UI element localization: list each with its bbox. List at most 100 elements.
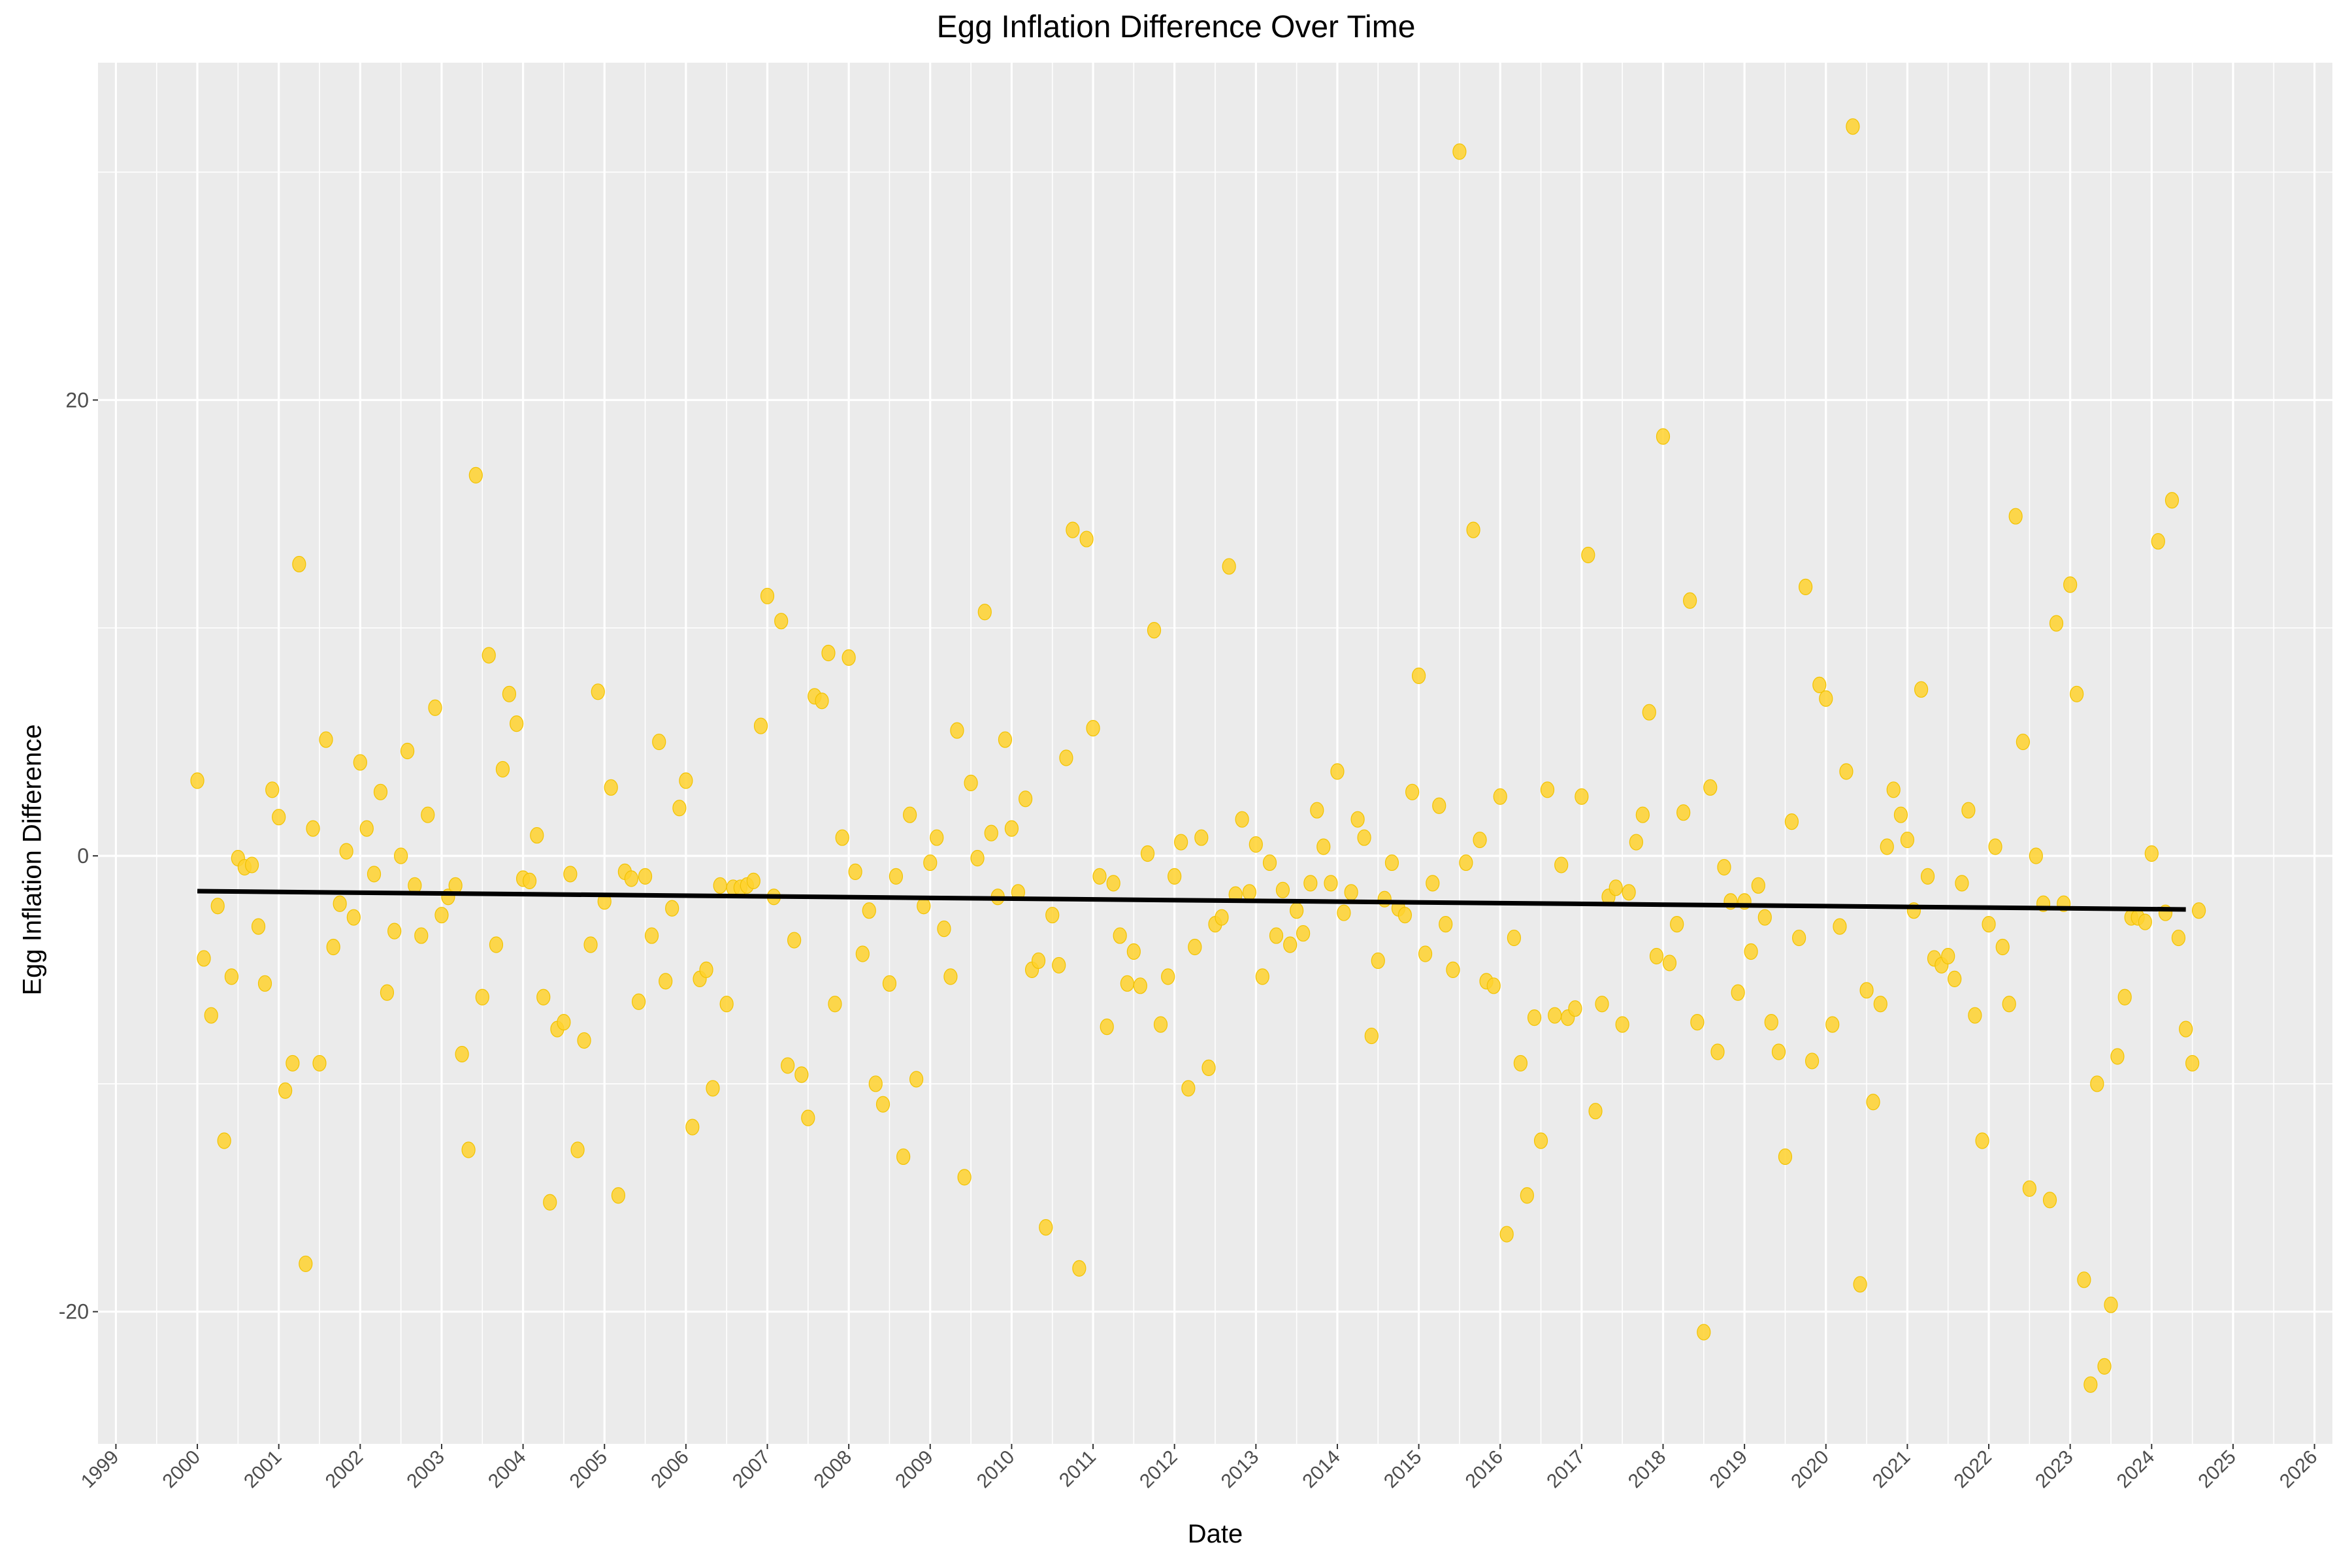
data-point (1839, 763, 1854, 780)
data-point (1018, 791, 1033, 808)
data-point (1283, 936, 1298, 953)
data-point (638, 868, 653, 885)
x-tick-label: 2002 (321, 1446, 368, 1493)
data-point (841, 649, 856, 666)
data-point (570, 1141, 585, 1158)
data-point (970, 849, 985, 867)
data-point (2144, 845, 2159, 862)
data-point (1126, 943, 1141, 960)
data-point (1717, 858, 1731, 876)
data-point (359, 820, 374, 837)
data-point (937, 921, 951, 938)
data-point (1683, 592, 1697, 609)
data-point (530, 826, 544, 844)
x-tick-label: 2001 (240, 1446, 286, 1493)
x-tick-label: 2014 (1298, 1446, 1345, 1493)
x-tick-label: 2015 (1380, 1446, 1426, 1493)
data-point (1384, 854, 1399, 872)
data-point (1595, 996, 1609, 1013)
data-point (957, 1169, 972, 1186)
data-point (272, 809, 286, 826)
data-point (1873, 996, 1887, 1013)
data-point (1635, 806, 1650, 823)
y-tick-label: -20 (59, 1300, 89, 1324)
data-point (1507, 929, 1522, 947)
data-point (652, 733, 666, 751)
data-point (644, 927, 659, 944)
data-point (1222, 558, 1236, 575)
data-point (1446, 961, 1460, 979)
data-point (1581, 546, 1595, 564)
y-tick-label: 20 (65, 388, 89, 412)
data-point (1324, 875, 1338, 892)
data-point (2029, 847, 2043, 864)
data-point (977, 604, 992, 621)
data-point (950, 722, 964, 739)
data-point (1764, 1014, 1778, 1031)
data-point (1995, 938, 2010, 956)
data-point (2042, 1192, 2057, 1209)
data-point (475, 988, 489, 1005)
data-point (1744, 943, 1758, 960)
data-point (1059, 749, 1073, 766)
data-point (1310, 802, 1324, 819)
data-point (1853, 1276, 1867, 1293)
data-point (1371, 952, 1385, 970)
data-point (1961, 802, 1976, 819)
data-point (2070, 685, 2084, 702)
data-point (522, 872, 537, 889)
data-point (367, 866, 382, 883)
data-point (903, 806, 917, 823)
data-point (1133, 977, 1147, 994)
data-point (1880, 838, 1894, 855)
data-point (543, 1194, 557, 1211)
data-point (1676, 804, 1691, 821)
data-point (1426, 875, 1440, 892)
data-point (1473, 831, 1487, 849)
data-point (760, 587, 775, 604)
data-point (1900, 831, 1915, 849)
data-point (1493, 788, 1507, 805)
data-point (1710, 1043, 1725, 1060)
data-point (1296, 924, 1311, 942)
data-point (217, 1132, 231, 1149)
x-tick-label: 2023 (2031, 1446, 2078, 1493)
data-point (197, 950, 211, 967)
data-point (204, 1007, 218, 1024)
data-point (1955, 875, 1969, 892)
x-tick-label: 2016 (1462, 1446, 1508, 1493)
x-tick-label: 2012 (1135, 1446, 1182, 1493)
data-point (774, 613, 789, 630)
x-tick-label: 2013 (1217, 1446, 1264, 1493)
data-point (190, 772, 204, 789)
data-point (428, 699, 442, 716)
data-point (2097, 1358, 2112, 1375)
data-point (1215, 909, 1229, 926)
data-point (326, 938, 340, 956)
y-axis-label: Egg Inflation Difference (18, 724, 47, 996)
data-point (862, 902, 876, 919)
data-point (421, 806, 435, 823)
data-point (1886, 781, 1901, 798)
data-point (1609, 879, 1623, 896)
trend-line (197, 889, 2186, 912)
x-tick-label: 2024 (2113, 1446, 2159, 1493)
data-point (1670, 916, 1684, 933)
data-point (1168, 868, 1182, 885)
data-point (1079, 531, 1094, 547)
data-point (373, 783, 388, 800)
data-point (1459, 854, 1473, 872)
data-point (286, 1054, 300, 1072)
data-point (1533, 1132, 1548, 1149)
data-point (2022, 1180, 2036, 1197)
data-point (1540, 781, 1555, 798)
data-point (801, 1109, 815, 1126)
x-tick-label: 2007 (728, 1446, 775, 1493)
data-point (1859, 982, 1874, 999)
data-point (1527, 1009, 1542, 1026)
data-point (604, 779, 618, 796)
data-point (828, 996, 842, 1013)
data-point (251, 918, 266, 935)
data-point (557, 1014, 571, 1031)
